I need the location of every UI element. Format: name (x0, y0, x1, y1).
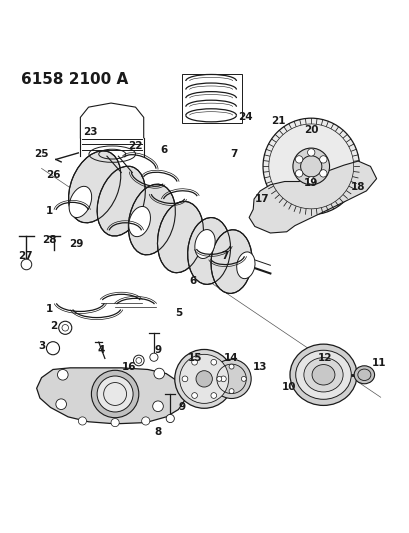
Circle shape (174, 350, 233, 408)
Text: 11: 11 (371, 358, 385, 368)
Circle shape (111, 418, 119, 427)
Circle shape (241, 376, 246, 381)
Text: 1: 1 (46, 304, 53, 314)
Circle shape (211, 359, 251, 399)
Polygon shape (36, 368, 184, 424)
Text: 24: 24 (238, 112, 252, 123)
Text: 18: 18 (350, 182, 364, 192)
Text: 29: 29 (69, 239, 83, 249)
Text: 10: 10 (281, 382, 295, 392)
Circle shape (56, 399, 66, 409)
Circle shape (229, 389, 234, 393)
Text: 14: 14 (224, 353, 238, 364)
Circle shape (152, 401, 163, 411)
Circle shape (149, 353, 157, 361)
Circle shape (97, 376, 133, 412)
Text: 27: 27 (18, 251, 32, 261)
Circle shape (21, 259, 31, 270)
Circle shape (295, 156, 302, 163)
Text: 19: 19 (303, 177, 318, 188)
Ellipse shape (289, 344, 356, 406)
Text: 20: 20 (303, 125, 318, 135)
Circle shape (191, 359, 197, 365)
Ellipse shape (128, 184, 175, 255)
Text: 16: 16 (122, 361, 136, 372)
Ellipse shape (311, 365, 334, 385)
Ellipse shape (236, 252, 254, 279)
Circle shape (216, 376, 221, 381)
Ellipse shape (303, 358, 342, 392)
Polygon shape (249, 161, 376, 233)
Circle shape (319, 169, 326, 177)
Text: 7: 7 (229, 149, 237, 159)
Circle shape (142, 417, 149, 425)
Text: 17: 17 (254, 194, 269, 204)
Circle shape (229, 364, 234, 369)
Text: 9: 9 (178, 402, 186, 413)
Circle shape (153, 368, 164, 379)
Text: 9: 9 (154, 345, 161, 356)
Circle shape (210, 359, 216, 365)
Text: 21: 21 (271, 116, 285, 126)
Text: 25: 25 (34, 149, 49, 159)
Circle shape (166, 415, 174, 423)
Ellipse shape (97, 166, 145, 236)
Circle shape (57, 369, 68, 380)
Text: 22: 22 (128, 141, 142, 151)
Circle shape (179, 354, 228, 403)
Text: 4: 4 (97, 345, 104, 356)
Ellipse shape (69, 187, 92, 217)
Ellipse shape (187, 217, 230, 285)
Text: 6158 2100 A: 6158 2100 A (21, 72, 128, 87)
Ellipse shape (68, 151, 121, 223)
Text: 5: 5 (174, 309, 182, 319)
Ellipse shape (194, 230, 215, 259)
Circle shape (307, 149, 314, 156)
Text: 8: 8 (154, 427, 161, 437)
Circle shape (220, 376, 226, 382)
Text: 15: 15 (187, 353, 202, 364)
Text: 28: 28 (43, 235, 57, 245)
Circle shape (292, 148, 329, 185)
Text: 13: 13 (252, 361, 267, 372)
Text: 12: 12 (317, 353, 332, 364)
Ellipse shape (211, 230, 252, 294)
Ellipse shape (157, 201, 203, 273)
Circle shape (210, 393, 216, 398)
Ellipse shape (353, 366, 374, 384)
Text: 3: 3 (38, 341, 45, 351)
Text: 2: 2 (50, 321, 57, 331)
Circle shape (307, 177, 314, 184)
Ellipse shape (128, 206, 150, 237)
Circle shape (319, 156, 326, 163)
Circle shape (182, 376, 187, 382)
Text: 6: 6 (189, 276, 196, 286)
Text: 7: 7 (221, 251, 229, 261)
Circle shape (91, 370, 139, 418)
Polygon shape (181, 75, 241, 124)
Ellipse shape (295, 350, 351, 399)
Text: 23: 23 (83, 127, 98, 136)
Text: 26: 26 (47, 169, 61, 180)
Circle shape (196, 370, 212, 387)
Circle shape (263, 118, 359, 215)
Text: 1: 1 (46, 206, 53, 216)
Circle shape (191, 393, 197, 398)
Text: 6: 6 (160, 145, 167, 155)
Circle shape (295, 169, 302, 177)
Circle shape (78, 417, 86, 425)
